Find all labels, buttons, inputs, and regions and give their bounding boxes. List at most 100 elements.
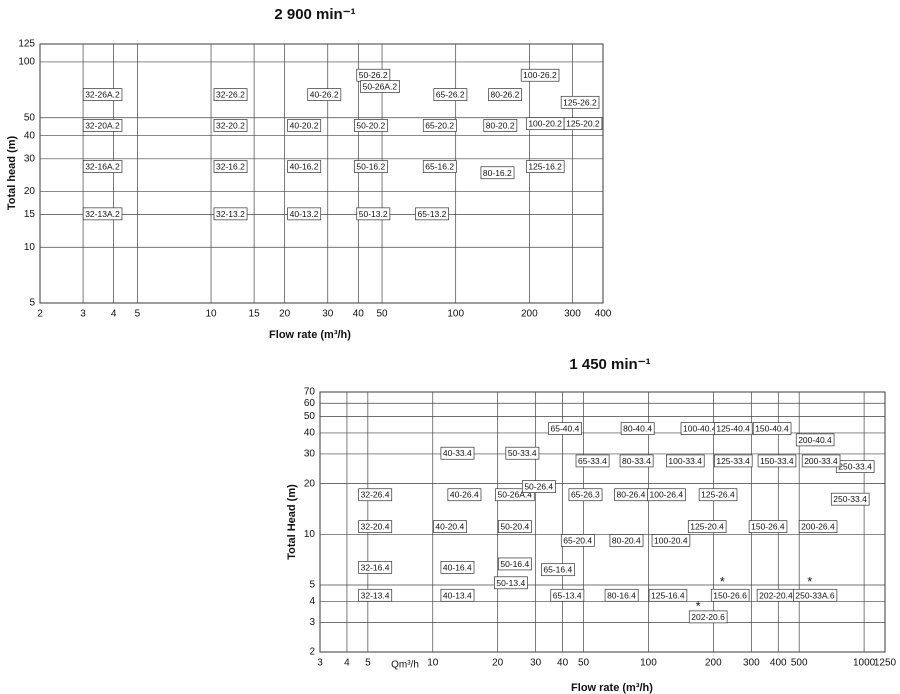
pump-label-text: 125-16.4 <box>651 590 685 600</box>
pump-label: 80-20.2 <box>483 119 518 132</box>
pump-label: 40-13.4 <box>440 588 475 602</box>
pump-label-text: 65-33.4 <box>578 456 607 466</box>
x-tick-label: 100 <box>640 658 657 669</box>
pump-label-text: 80-26.2 <box>491 90 520 100</box>
pump-label: 200-40.4 <box>795 433 835 447</box>
pump-label-box <box>521 480 556 493</box>
pump-label: 32-26.4 <box>358 488 393 502</box>
pump-label-box <box>287 119 322 132</box>
pump-label-box <box>480 166 515 180</box>
y-tick-label: 4 <box>309 596 315 607</box>
pump-label: 50-16.4 <box>497 557 532 571</box>
pump-label-box <box>213 207 248 221</box>
pump-label-box <box>520 68 560 82</box>
pump-label-box <box>575 454 610 468</box>
y-tick-label: 100 <box>18 57 35 68</box>
pump-label: 65-16.2 <box>422 160 457 173</box>
y-tick-label: 30 <box>24 153 36 164</box>
pump-label: 50-16.2 <box>354 160 388 173</box>
pump-label-box <box>757 454 797 468</box>
pump-label: 202-20.4 <box>756 588 796 602</box>
pump-label: 40-26.4 <box>447 488 482 502</box>
pump-label-text: 150-33.4 <box>760 456 794 466</box>
plot-frame <box>39 43 604 304</box>
x-tick-label: 40 <box>557 658 569 669</box>
pump-label-text: 100-33.4 <box>668 456 702 466</box>
pump-label-text: 50-33.4 <box>508 448 537 458</box>
pump-label: 80-40.4 <box>620 422 655 435</box>
pump-label-box <box>560 95 600 109</box>
pump-label-box <box>358 488 393 502</box>
pump-label-box <box>560 534 595 547</box>
pump-label-box <box>651 534 691 547</box>
pump-label-box <box>801 454 841 468</box>
y-tick-label: 10 <box>304 529 316 540</box>
pump-label-text: 40-16.2 <box>290 162 319 172</box>
pump-label-text: 50-13.4 <box>496 578 525 588</box>
pump-label: 100-20.4 <box>651 534 691 547</box>
pump-label-box <box>619 454 654 468</box>
pump-label: 32-13.4 <box>358 588 393 602</box>
pump-label: 50-33.4 <box>505 446 540 460</box>
pump-label-box <box>422 119 457 132</box>
pump-label-text: 65-13.2 <box>418 209 447 219</box>
pump-label-text: 125-16.2 <box>528 162 562 172</box>
pump-label-text: 40-33.4 <box>443 448 472 458</box>
x-tick-label: 10 <box>205 309 217 320</box>
y-tick-label: 3 <box>309 617 315 628</box>
pump-label-box <box>433 88 468 101</box>
pump-label-text: 32-13.2 <box>216 209 245 219</box>
y-tick-label: 50 <box>24 112 36 123</box>
pump-label: 32-16A.2 <box>82 160 123 173</box>
pump-label-box <box>550 588 585 602</box>
pump-label-text: 32-26A.2 <box>85 90 120 100</box>
chart-title: 1 450 min⁻¹ <box>569 356 650 373</box>
pump-label-box <box>360 80 400 93</box>
x-tick-label: 500 <box>791 658 808 669</box>
pump-label: 125-16.4 <box>648 588 688 602</box>
pump-label-text: 50-26A.2 <box>363 82 398 92</box>
pump-label-text: 65-20.2 <box>425 120 454 130</box>
pump-label-text: 50-26A.4 <box>498 490 533 500</box>
pump-label: 125-33.4 <box>713 454 753 468</box>
x-tick-label: 10 <box>427 658 439 669</box>
pump-label-box <box>358 520 393 533</box>
pump-label-box <box>710 588 750 602</box>
pump-label-text: 50-16.4 <box>500 559 529 569</box>
pump-label: 80-33.4 <box>619 454 654 468</box>
pump-label-text: 125-20.2 <box>566 119 600 129</box>
pump-label-box <box>82 160 123 173</box>
pump-label-text: 100-26.4 <box>650 490 684 500</box>
pump-label-text: 50-26.4 <box>524 482 553 492</box>
pump-label-box <box>358 560 393 574</box>
pump-label-text: 125-20.4 <box>690 522 724 532</box>
pump-label-text: 40-13.2 <box>290 209 319 219</box>
y-tick-label: 5 <box>309 580 315 591</box>
pump-label: 200-33.4 <box>801 454 841 468</box>
pump-label-text: 80-40.4 <box>623 424 652 434</box>
x-tick-label: 200 <box>521 309 538 320</box>
x-tick-label: 30 <box>530 658 542 669</box>
x-tick-label: 4 <box>344 658 350 669</box>
pump-label: 32-20.4 <box>358 520 393 533</box>
pump-label-box <box>354 119 388 132</box>
x-axis-title: Flow rate (m³/h) <box>571 682 653 694</box>
x-tick-label: 400 <box>595 309 612 320</box>
x-unit-note: Qm³/h <box>391 660 419 671</box>
pump-label: 40-16.4 <box>440 560 475 574</box>
pump-label-text: 80-33.4 <box>622 456 651 466</box>
pump-label-box <box>713 422 753 435</box>
pump-label: 50-20.2 <box>354 119 388 132</box>
pump-label-box <box>688 610 728 624</box>
pump-label-box <box>798 520 838 533</box>
pump-label-text: 202-20.4 <box>759 590 793 600</box>
pump-label: 65-40.4 <box>548 422 582 435</box>
pump-label-text: 80-16.2 <box>483 168 512 178</box>
pump-label: 32-20.2 <box>213 119 248 132</box>
x-axis-title: Flow rate (m³/h) <box>269 329 351 341</box>
pump-label-box <box>287 207 322 221</box>
pump-label: 32-16.2 <box>213 160 248 173</box>
pump-label: 125-20.4 <box>687 520 727 533</box>
x-tick-label: 5 <box>365 658 371 669</box>
pump-label-box <box>213 88 248 101</box>
